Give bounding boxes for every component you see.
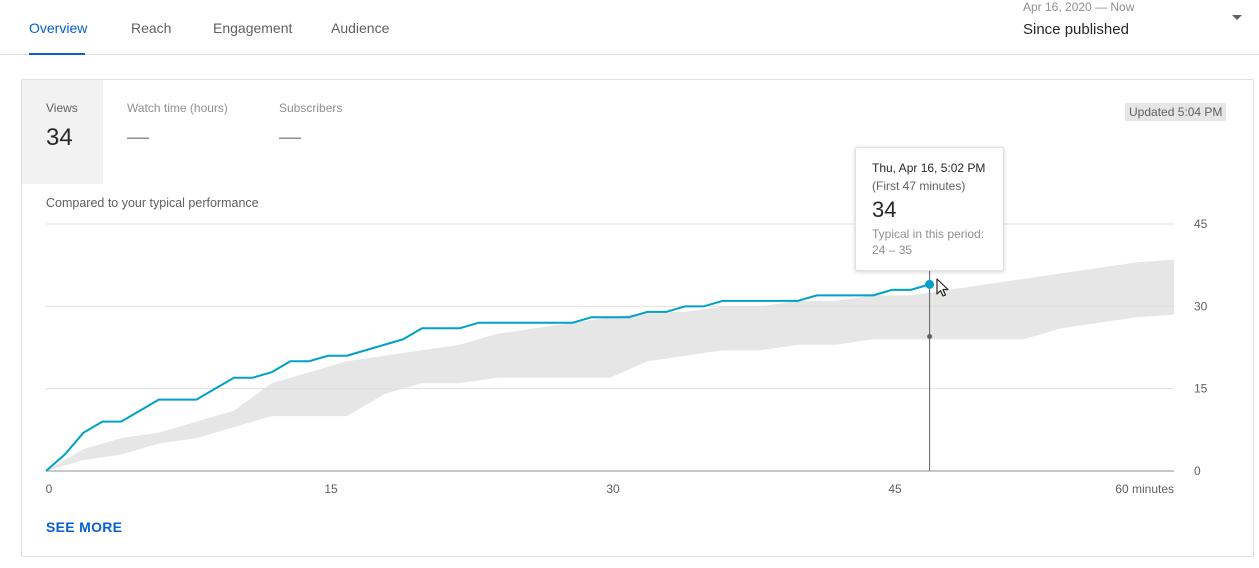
- y-tick-label: 45: [1194, 217, 1208, 231]
- typical-median-marker: [927, 334, 933, 340]
- metric-subscribers[interactable]: Subscribers —: [267, 80, 377, 184]
- views-series-line: [45, 283, 930, 472]
- x-tick-label: 60 minutes: [1115, 482, 1174, 496]
- x-tick-label: 45: [888, 482, 902, 496]
- tab-reach[interactable]: Reach: [131, 20, 172, 36]
- caret-down-icon[interactable]: [1232, 15, 1242, 20]
- typical-performance-band: [46, 259, 1174, 471]
- metric-label: Subscribers: [279, 101, 343, 115]
- tooltip-typical-label: Typical in this period:: [872, 227, 985, 241]
- chart-tooltip: Thu, Apr 16, 5:02 PM (First 47 minutes) …: [855, 147, 1004, 271]
- tab-engagement[interactable]: Engagement: [213, 20, 293, 36]
- see-more-link[interactable]: SEE MORE: [46, 519, 123, 535]
- highlight-point: [925, 279, 935, 289]
- tab-audience[interactable]: Audience: [331, 20, 390, 36]
- y-tick-label: 30: [1194, 299, 1208, 313]
- period-range: Apr 16, 2020 — Now: [1023, 0, 1135, 14]
- analytics-card: Views 34 Watch time (hours) — Subscriber…: [21, 79, 1254, 557]
- period-label: Since published: [1023, 21, 1129, 38]
- metric-label: Watch time (hours): [127, 101, 228, 115]
- metric-value: 34: [46, 124, 73, 151]
- tooltip-subtitle: (First 47 minutes): [872, 179, 966, 193]
- y-tick-label: 0: [1194, 464, 1201, 478]
- tooltip-typical-range: 24 – 35: [872, 243, 913, 257]
- x-tick-label: 30: [606, 482, 620, 496]
- updated-badge: Updated 5:04 PM: [1125, 103, 1227, 121]
- tooltip-date: Thu, Apr 16, 5:02 PM: [872, 161, 986, 175]
- metric-views[interactable]: Views 34: [22, 80, 103, 184]
- tooltip-value: 34: [872, 197, 897, 222]
- compare-label: Compared to your typical performance: [46, 196, 259, 210]
- x-tick-label: 15: [324, 482, 338, 496]
- metric-value: —: [279, 124, 301, 149]
- top-bar: Overview Reach Engagement Audience Apr 1…: [0, 0, 1259, 55]
- metric-value: —: [127, 124, 149, 149]
- mouse-pointer-icon: [936, 278, 949, 297]
- period-selector[interactable]: Apr 16, 2020 — Now Since published: [1023, 0, 1253, 50]
- y-tick-label: 15: [1194, 382, 1208, 396]
- metric-label: Views: [46, 101, 78, 115]
- metric-watch-time[interactable]: Watch time (hours) —: [115, 80, 255, 184]
- tab-overview[interactable]: Overview: [29, 20, 87, 55]
- x-tick-label: 0: [46, 482, 53, 496]
